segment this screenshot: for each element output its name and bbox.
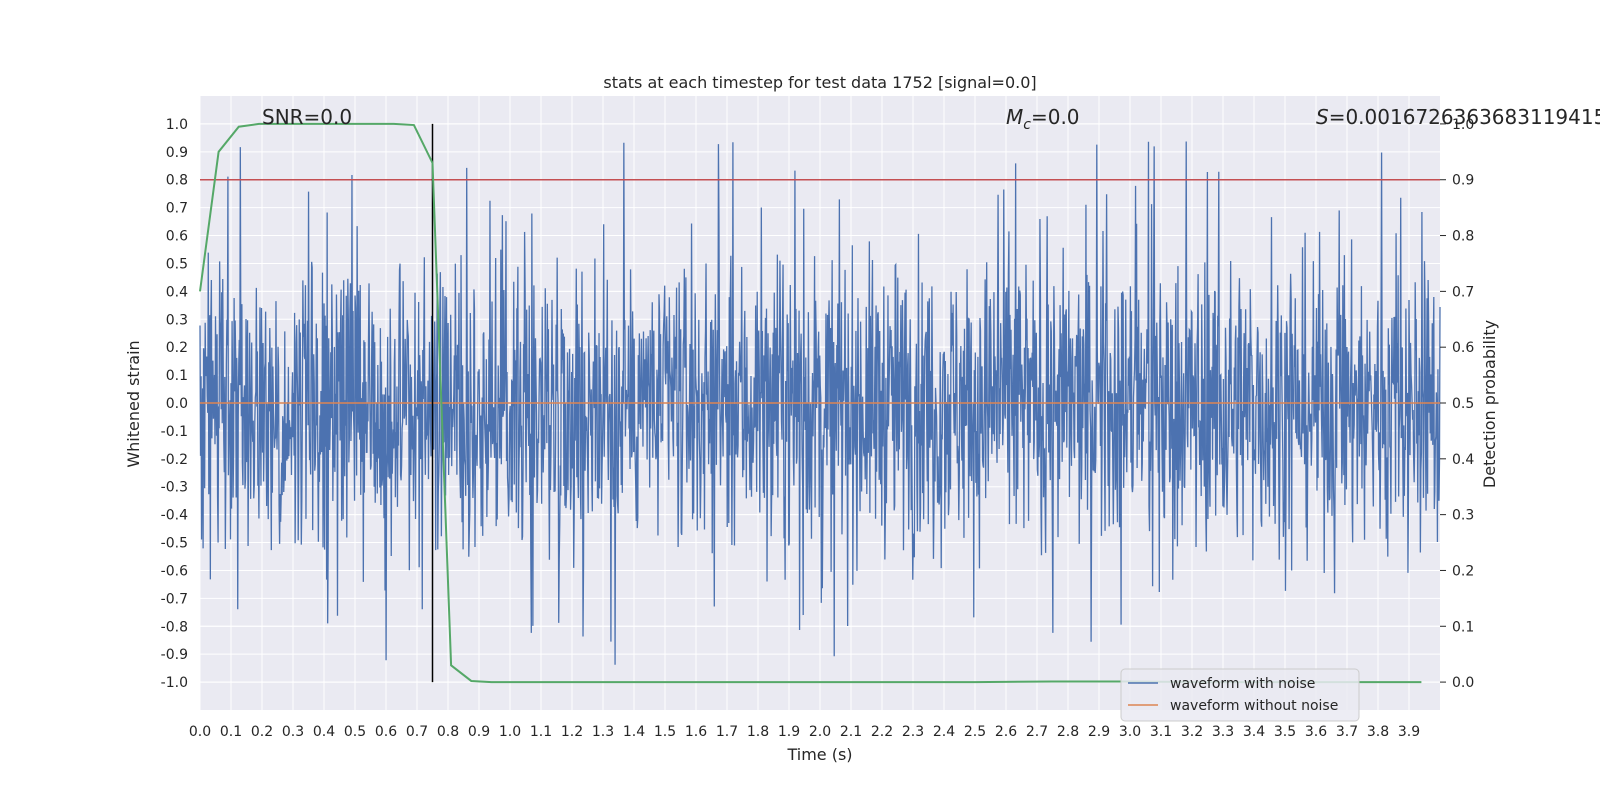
y-tick-label-left: -0.9	[161, 647, 188, 663]
x-tick-label: 2.4	[933, 724, 955, 740]
snr-annotation: SNR=0.0	[262, 105, 352, 129]
y-tick-label-left: 0.7	[166, 201, 188, 217]
chirp-mass-value: =0.0	[1031, 105, 1080, 129]
noisy-waveform-line	[199, 141, 1441, 665]
x-tick-label: 3.6	[1305, 724, 1327, 740]
x-tick-label: 3.4	[1243, 724, 1265, 740]
y-tick-label-right: 0.6	[1452, 340, 1474, 356]
y-tick-label-left: 0.2	[166, 340, 188, 356]
legend: waveform with noise waveform without noi…	[1120, 668, 1360, 722]
y-tick-label-right: 0.7	[1452, 284, 1474, 300]
x-axis: 0.0 0.1 0.2 0.3 0.4 0.5 0.6 0.7 0.8 0.9 1.0 1.1 1.2 1…	[189, 724, 1420, 740]
y-tick-label-left: 0.1	[166, 368, 188, 384]
legend-box	[1120, 668, 1360, 722]
y-tick-label-left: 0.6	[166, 229, 188, 245]
x-tick-label: 0.7	[406, 724, 428, 740]
right-axis: 1.0 0.9 0.8 0.7 0.6 0.5 0.4 0.3 0.2 0.1 0.0	[1440, 117, 1474, 691]
x-tick-label: 1.0	[499, 724, 521, 740]
legend-label-clean: waveform without noise	[1170, 698, 1338, 714]
overlay-lines	[199, 122, 1440, 684]
x-tick-label: 2.8	[1057, 724, 1079, 740]
y-tick-label-right: 0.9	[1452, 173, 1474, 189]
y-tick-label-left: 0.0	[166, 396, 188, 412]
x-tick-label: 3.0	[1119, 724, 1141, 740]
x-tick-label: 0.6	[375, 724, 397, 740]
x-tick-label: 3.1	[1150, 724, 1172, 740]
left-axis: 1.0 0.9 0.8 0.7 0.6 0.5 0.4 0.3 0.2 0.1 0.0 -0.1 -0.…	[161, 117, 188, 691]
y-tick-label-left: 0.9	[166, 145, 188, 161]
y-tick-label-left: -0.6	[161, 563, 188, 579]
x-tick-label: 1.2	[561, 724, 583, 740]
y-tick-label-left: -0.8	[161, 619, 188, 635]
x-tick-label: 3.9	[1398, 724, 1420, 740]
x-tick-label: 0.2	[251, 724, 273, 740]
y-tick-label-left: -0.4	[161, 508, 188, 524]
y-axis-label-left: Whitened strain	[124, 340, 143, 467]
y-tick-label-left: -0.1	[161, 424, 188, 440]
x-tick-label: 2.5	[964, 724, 986, 740]
x-tick-label: 2.3	[902, 724, 924, 740]
x-tick-label: 1.6	[685, 724, 707, 740]
x-tick-label: 1.8	[747, 724, 769, 740]
x-tick-label: 1.4	[623, 724, 645, 740]
x-tick-label: 2.6	[995, 724, 1017, 740]
legend-label-noisy: waveform with noise	[1170, 676, 1315, 692]
x-tick-label: 1.7	[716, 724, 738, 740]
y-tick-label-left: -1.0	[161, 675, 188, 691]
y-tick-label-left: -0.5	[161, 536, 188, 552]
noise-series	[199, 141, 1441, 665]
x-tick-label: 3.5	[1274, 724, 1296, 740]
y-tick-label-left: -0.2	[161, 452, 188, 468]
y-tick-label-right: 0.1	[1452, 619, 1474, 635]
x-tick-label: 2.7	[1026, 724, 1048, 740]
x-axis-label: Time (s)	[786, 745, 852, 764]
y-tick-label-left: 0.8	[166, 173, 188, 189]
s-symbol: S	[1316, 105, 1329, 129]
y-tick-label-left: 0.4	[166, 284, 188, 300]
y-tick-label-left: -0.7	[161, 591, 188, 607]
y-tick-label-right: 1.0	[1452, 117, 1474, 133]
x-tick-label: 2.2	[871, 724, 893, 740]
x-tick-label: 3.2	[1181, 724, 1203, 740]
x-tick-label: 2.1	[840, 724, 862, 740]
y-tick-label-right: 0.4	[1452, 452, 1474, 468]
x-tick-label: 0.1	[220, 724, 242, 740]
x-tick-label: 3.8	[1367, 724, 1389, 740]
y-tick-label-right: 0.0	[1452, 675, 1474, 691]
y-tick-label-left: 0.3	[166, 312, 188, 328]
x-tick-label: 0.8	[437, 724, 459, 740]
y-axis-label-right: Detection probability	[1480, 320, 1499, 488]
x-tick-label: 1.3	[592, 724, 614, 740]
y-tick-label-left: -0.3	[161, 480, 188, 496]
x-tick-label: 0.0	[189, 724, 211, 740]
y-tick-label-left: 0.5	[166, 256, 188, 272]
x-tick-label: 1.9	[778, 724, 800, 740]
y-tick-label-left: 1.0	[166, 117, 188, 133]
y-tick-label-right: 0.3	[1452, 508, 1474, 524]
x-tick-label: 3.3	[1212, 724, 1234, 740]
y-tick-label-right: 0.2	[1452, 563, 1474, 579]
x-tick-label: 3.7	[1336, 724, 1358, 740]
x-tick-label: 2.0	[809, 724, 831, 740]
x-tick-label: 0.3	[282, 724, 304, 740]
x-tick-label: 2.9	[1088, 724, 1110, 740]
detection-probability-line	[199, 122, 1422, 684]
y-tick-label-right: 0.8	[1452, 229, 1474, 245]
x-tick-label: 1.5	[654, 724, 676, 740]
x-tick-label: 0.4	[313, 724, 335, 740]
chart-title: stats at each timestep for test data 175…	[603, 73, 1036, 92]
x-tick-label: 0.5	[344, 724, 366, 740]
s-annotation: S=0.0016726363683119415	[1316, 105, 1600, 129]
x-tick-label: 0.9	[468, 724, 490, 740]
chirp-mass-annotation: Mc=0.0	[1006, 105, 1080, 133]
chirp-mass-symbol: M	[1006, 105, 1023, 129]
s-value: =0.0016726363683119415	[1329, 105, 1600, 129]
y-tick-label-right: 0.5	[1452, 396, 1474, 412]
x-tick-label: 1.1	[530, 724, 552, 740]
chirp-mass-subscript: c	[1023, 117, 1031, 133]
